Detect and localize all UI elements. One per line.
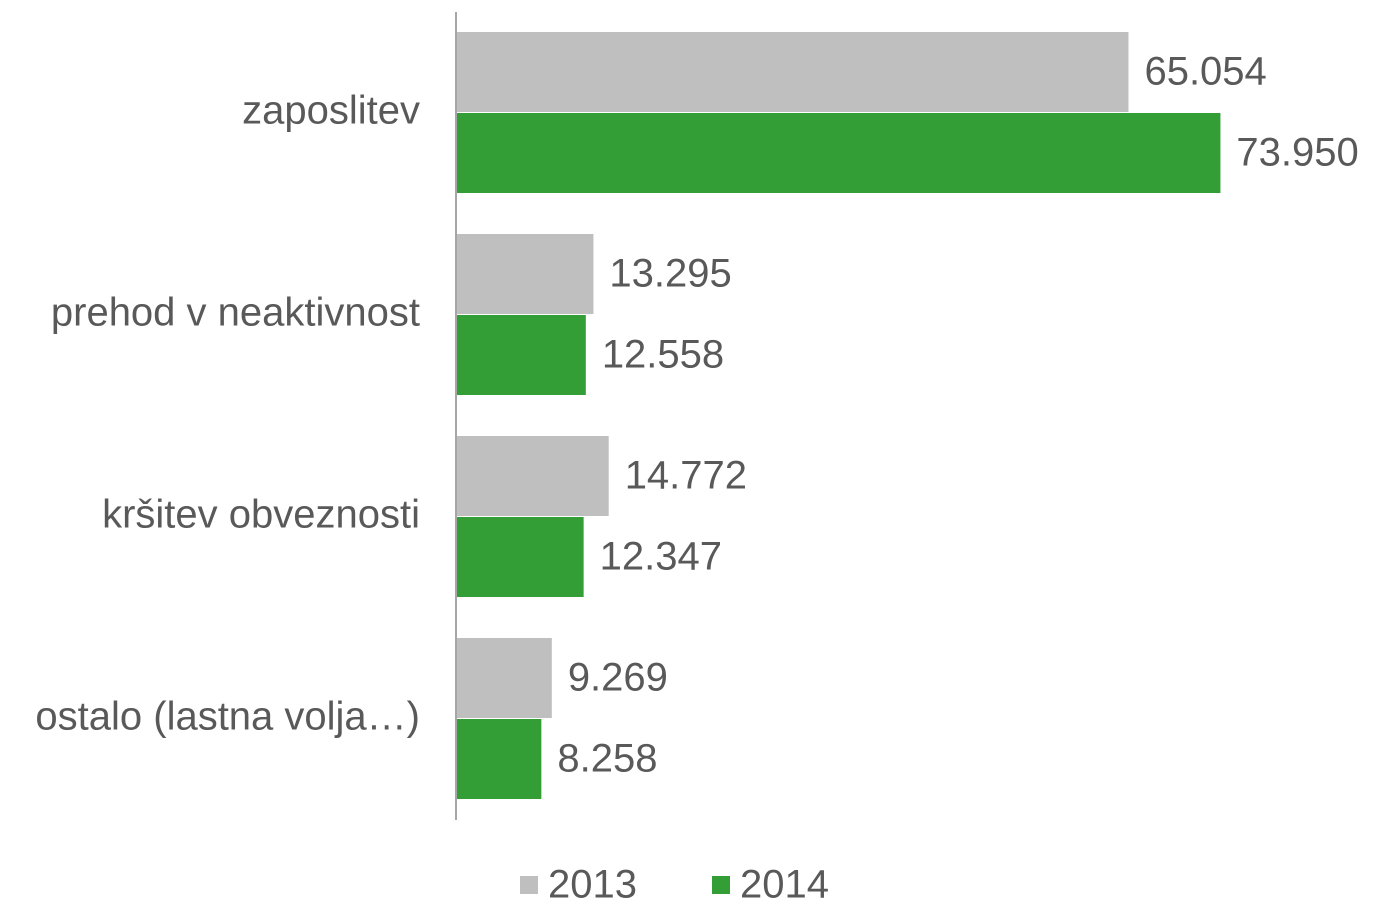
value-label: 13.295 [609,252,731,296]
bar [456,436,609,516]
category-label: ostalo (lastna volja…) [35,695,420,739]
bar [456,113,1221,193]
value-label: 8.258 [557,737,657,781]
legend-label: 2013 [548,863,637,905]
value-label: 65.054 [1144,50,1266,94]
bar [456,315,586,395]
bar [456,234,594,314]
legend-label: 2014 [740,863,829,905]
bar [456,719,542,799]
value-label: 12.558 [602,333,724,377]
category-label: zaposlitev [242,89,420,133]
category-label: prehod v neaktivnost [51,291,420,335]
legend-swatch [712,876,730,894]
legend-swatch [520,876,538,894]
value-label: 14.772 [625,454,747,498]
bar [456,517,584,597]
bar [456,638,552,718]
category-label: kršitev obveznosti [102,493,420,537]
value-label: 73.950 [1236,131,1358,175]
value-label: 12.347 [600,535,722,579]
value-label: 9.269 [568,656,668,700]
bar [456,32,1129,112]
